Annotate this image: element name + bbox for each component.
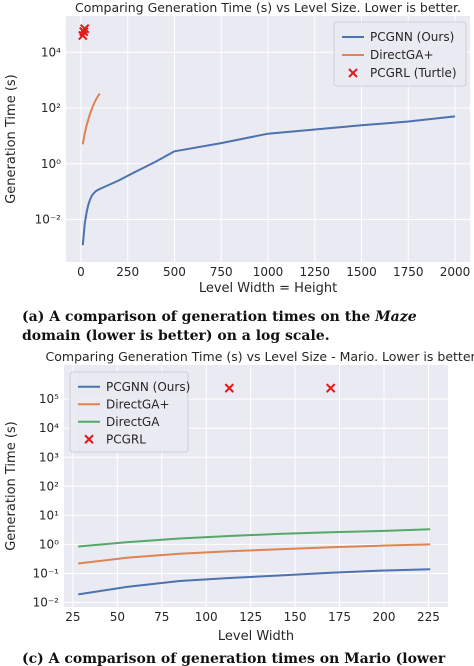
series-pcgnn-ours- [81,115,456,246]
legend-label: PCGRL [106,432,146,446]
legend-label: PCGRL (Turtle) [370,66,457,80]
series-directga- [78,543,431,565]
legend-label: DirectGA [106,415,160,429]
caption-a-domain: Maze [375,309,417,325]
y-tick-label: 10² [41,101,61,115]
series-line [81,93,101,145]
caption-b-text: (c) A comparison of generation times on … [22,651,446,666]
x-tick-label: 750 [210,265,233,279]
legend-swatch [84,434,94,444]
y-tick-label: 10² [39,479,59,493]
x-axis-label: Level Width [218,629,294,644]
y-tick-label: 10⁻² [35,213,62,227]
caption-b: (c) A comparison of generation times on … [22,650,462,666]
legend-label: DirectGA+ [106,397,170,411]
series-directga- [81,93,101,145]
legend-box [69,371,189,453]
legend-item: DirectGA [78,415,160,429]
chart-title: Comparing Generation Time (s) vs Level S… [75,0,461,15]
y-tick-label: 10⁻² [33,596,60,610]
series-line [81,115,456,246]
x-tick-label: 2000 [440,265,471,279]
legend-item: DirectGA+ [78,397,170,411]
series-pcgnn-ours- [78,568,431,596]
x-tick-label: 1750 [393,265,424,279]
x-tick-label: 250 [116,265,139,279]
data-point-marker [79,24,90,34]
x-tick-label: 50 [110,610,125,624]
caption-a-text2: domain (lower is better) on a log scale. [22,328,330,344]
legend-box [333,21,467,87]
series-pcgrl-turtle- [78,24,90,41]
y-axis-label: Generation Time (s) [4,74,19,204]
y-tick-label: 10⁰ [39,537,59,551]
x-tick-label: 1250 [299,265,330,279]
y-tick-label: 10¹ [39,508,59,522]
series-pcgrl [224,383,336,393]
legend: PCGNN (Ours) DirectGA+ DirectGA PCGRL [69,371,190,453]
y-tick-label: 10⁵ [39,392,59,406]
x-tick-label: 25 [65,610,80,624]
series-line [78,543,431,565]
chart-1: 0 250 500 750 1000 1250 1500 1750 2000 10⁻² 10⁰ 10²… [4,0,470,296]
legend-item: PCGNN (Ours) [78,380,190,394]
legend-item: PCGRL [84,432,146,446]
x-tick-label: 225 [417,610,440,624]
x-tick-label: 500 [163,265,186,279]
series-directga [78,528,431,548]
y-tick-label: 10⁰ [41,157,61,171]
caption-a-label: (a) [22,309,50,325]
data-point-marker [224,383,235,393]
y-tick-label: 10⁴ [41,45,61,59]
data-point-marker [79,26,89,37]
x-tick-label: 75 [154,610,169,624]
data-point-marker [325,383,336,393]
x-tick-label: 175 [328,610,351,624]
x-tick-label: 100 [195,610,218,624]
x-tick-label: 1000 [253,265,284,279]
caption-a-text1: A comparison of generation times on the [49,309,376,325]
legend-item: DirectGA+ [342,48,434,62]
legend-item: PCGRL (Turtle) [348,66,457,80]
legend-swatch [348,68,358,78]
y-tick-label: 10⁴ [39,421,59,435]
legend-item: PCGNN (Ours) [342,30,454,44]
x-axis-label: Level Width = Height [199,281,337,296]
x-tick-label: 0 [77,265,85,279]
series-line [78,528,431,548]
y-tick-label: 10⁻¹ [33,566,60,580]
x-tick-label: 125 [239,610,262,624]
y-tick-label: 10³ [39,450,59,464]
x-tick-label: 150 [284,610,307,624]
x-tick-label: 200 [373,610,396,624]
legend-label: PCGNN (Ours) [370,30,454,44]
x-tick-label: 1500 [346,265,377,279]
chart-2: 25 50 75 100 125 150 175 200 225 10⁻² 10⁻¹ 10⁰ 10¹ 10… [4,349,474,644]
chart-title: Comparing Generation Time (s) vs Level S… [46,349,474,364]
series-line [78,568,431,596]
caption-a: (a) A comparison of generation times on … [22,308,462,346]
y-axis-label: Generation Time (s) [4,421,19,551]
legend-label: PCGNN (Ours) [106,380,190,394]
legend: PCGNN (Ours) DirectGA+ PCGRL (Turtle) [333,21,467,87]
legend-label: DirectGA+ [370,48,434,62]
